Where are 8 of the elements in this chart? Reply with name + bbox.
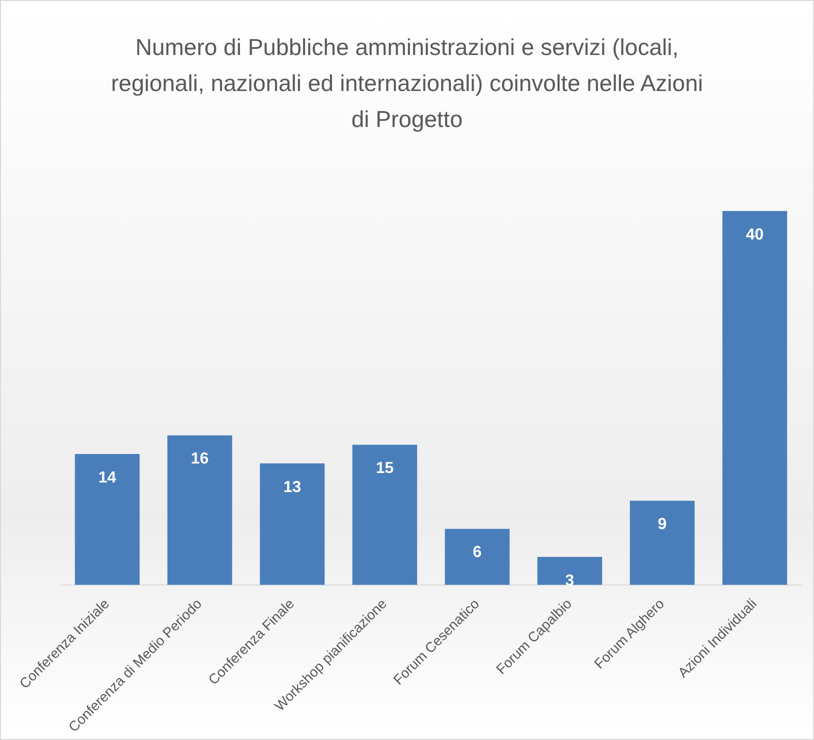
data-label: 16 bbox=[190, 450, 209, 468]
chart-title: Numero di Pubbliche amministrazioni e servizi (locali, regionali, nazionali ed internazionali) coinvolte nelle Azioni di Progetto bbox=[110, 33, 704, 134]
data-label: 6 bbox=[472, 544, 482, 562]
data-label: 15 bbox=[376, 460, 394, 478]
data-label: 40 bbox=[746, 226, 764, 244]
data-label: 14 bbox=[98, 469, 116, 486]
data-label: 9 bbox=[658, 516, 667, 534]
data-label: 13 bbox=[283, 478, 302, 496]
